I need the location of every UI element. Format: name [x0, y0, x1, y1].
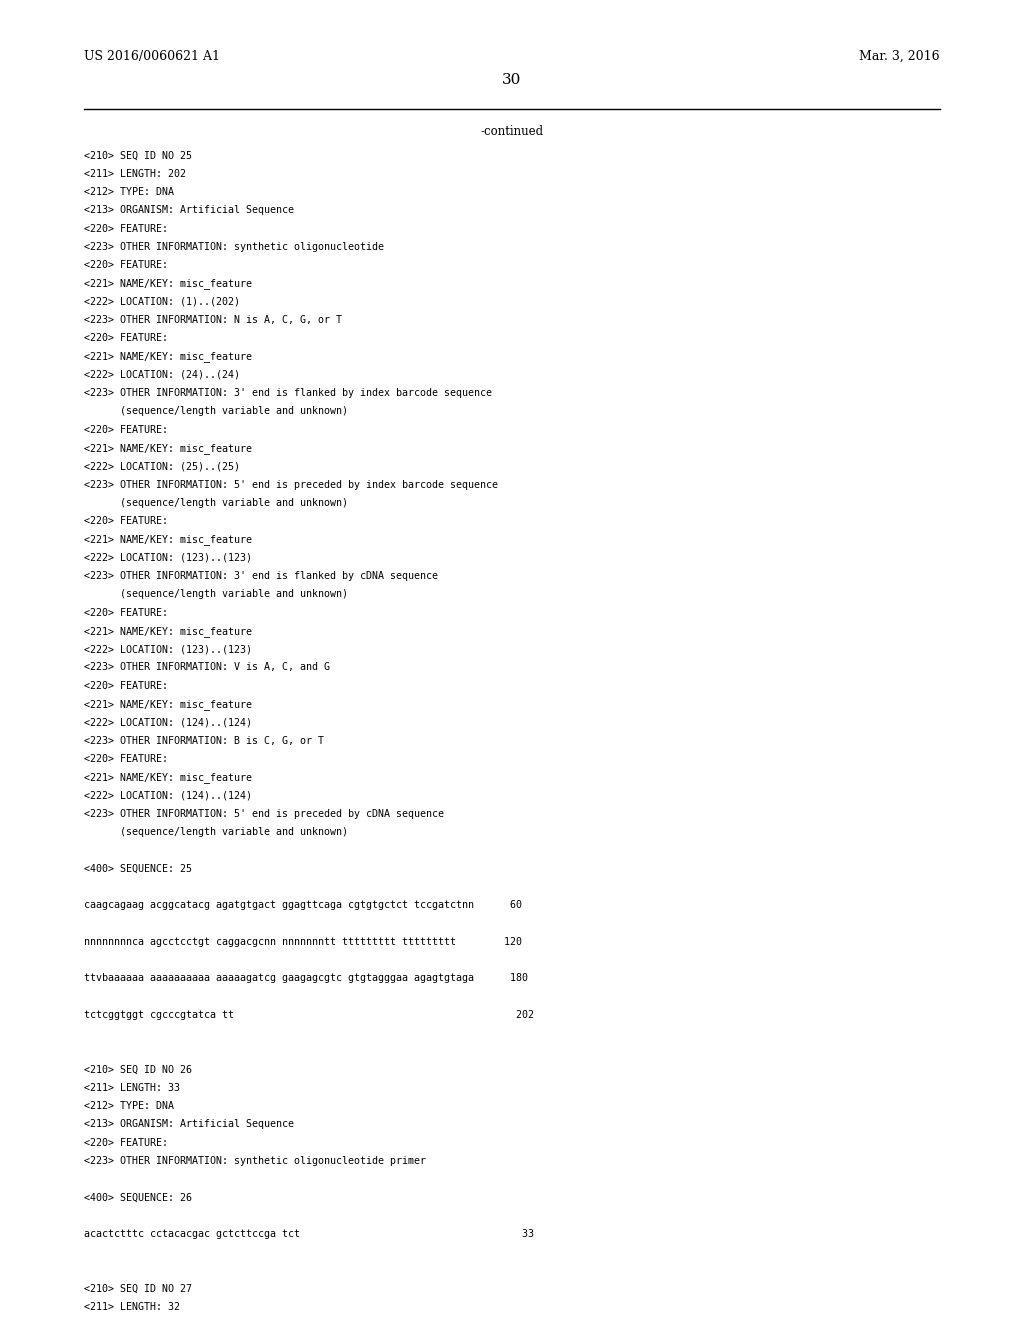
Text: (sequence/length variable and unknown): (sequence/length variable and unknown) — [84, 407, 348, 416]
Text: <220> FEATURE:: <220> FEATURE: — [84, 333, 168, 343]
Text: caagcagaag acggcatacg agatgtgact ggagttcaga cgtgtgctct tccgatctnn      60: caagcagaag acggcatacg agatgtgact ggagttc… — [84, 900, 522, 909]
Text: <222> LOCATION: (123)..(123): <222> LOCATION: (123)..(123) — [84, 553, 252, 562]
Text: <222> LOCATION: (123)..(123): <222> LOCATION: (123)..(123) — [84, 644, 252, 655]
Text: <213> ORGANISM: Artificial Sequence: <213> ORGANISM: Artificial Sequence — [84, 206, 294, 215]
Text: <223> OTHER INFORMATION: 3' end is flanked by cDNA sequence: <223> OTHER INFORMATION: 3' end is flank… — [84, 572, 438, 581]
Text: <211> LENGTH: 202: <211> LENGTH: 202 — [84, 169, 186, 178]
Text: <220> FEATURE:: <220> FEATURE: — [84, 754, 168, 764]
Text: <221> NAME/KEY: misc_feature: <221> NAME/KEY: misc_feature — [84, 626, 252, 636]
Text: (sequence/length variable and unknown): (sequence/length variable and unknown) — [84, 589, 348, 599]
Text: <222> LOCATION: (124)..(124): <222> LOCATION: (124)..(124) — [84, 717, 252, 727]
Text: <220> FEATURE:: <220> FEATURE: — [84, 607, 168, 618]
Text: <222> LOCATION: (24)..(24): <222> LOCATION: (24)..(24) — [84, 370, 240, 380]
Text: <220> FEATURE:: <220> FEATURE: — [84, 425, 168, 434]
Text: <223> OTHER INFORMATION: B is C, G, or T: <223> OTHER INFORMATION: B is C, G, or T — [84, 735, 324, 746]
Text: <220> FEATURE:: <220> FEATURE: — [84, 260, 168, 271]
Text: <222> LOCATION: (1)..(202): <222> LOCATION: (1)..(202) — [84, 297, 240, 306]
Text: <223> OTHER INFORMATION: V is A, C, and G: <223> OTHER INFORMATION: V is A, C, and … — [84, 663, 330, 672]
Text: <220> FEATURE:: <220> FEATURE: — [84, 223, 168, 234]
Text: <220> FEATURE:: <220> FEATURE: — [84, 681, 168, 690]
Text: US 2016/0060621 A1: US 2016/0060621 A1 — [84, 50, 220, 63]
Text: <210> SEQ ID NO 25: <210> SEQ ID NO 25 — [84, 150, 191, 161]
Text: <400> SEQUENCE: 26: <400> SEQUENCE: 26 — [84, 1192, 191, 1203]
Text: <223> OTHER INFORMATION: N is A, C, G, or T: <223> OTHER INFORMATION: N is A, C, G, o… — [84, 315, 342, 325]
Text: <221> NAME/KEY: misc_feature: <221> NAME/KEY: misc_feature — [84, 772, 252, 783]
Text: <223> OTHER INFORMATION: synthetic oligonucleotide primer: <223> OTHER INFORMATION: synthetic oligo… — [84, 1156, 426, 1166]
Text: tctcggtggt cgcccgtatca tt                                               202: tctcggtggt cgcccgtatca tt 202 — [84, 1010, 534, 1020]
Text: <221> NAME/KEY: misc_feature: <221> NAME/KEY: misc_feature — [84, 444, 252, 454]
Text: 30: 30 — [503, 73, 521, 87]
Text: Mar. 3, 2016: Mar. 3, 2016 — [859, 50, 940, 63]
Text: acactctttc cctacacgac gctcttccga tct                                     33: acactctttc cctacacgac gctcttccga tct 33 — [84, 1229, 534, 1239]
Text: <211> LENGTH: 32: <211> LENGTH: 32 — [84, 1303, 180, 1312]
Text: (sequence/length variable and unknown): (sequence/length variable and unknown) — [84, 498, 348, 508]
Text: <220> FEATURE:: <220> FEATURE: — [84, 516, 168, 527]
Text: (sequence/length variable and unknown): (sequence/length variable and unknown) — [84, 826, 348, 837]
Text: <222> LOCATION: (25)..(25): <222> LOCATION: (25)..(25) — [84, 461, 240, 471]
Text: <223> OTHER INFORMATION: 5' end is preceded by cDNA sequence: <223> OTHER INFORMATION: 5' end is prece… — [84, 809, 444, 818]
Text: <221> NAME/KEY: misc_feature: <221> NAME/KEY: misc_feature — [84, 700, 252, 710]
Text: <221> NAME/KEY: misc_feature: <221> NAME/KEY: misc_feature — [84, 351, 252, 363]
Text: -continued: -continued — [480, 125, 544, 139]
Text: <220> FEATURE:: <220> FEATURE: — [84, 1138, 168, 1147]
Text: <400> SEQUENCE: 25: <400> SEQUENCE: 25 — [84, 863, 191, 874]
Text: <222> LOCATION: (124)..(124): <222> LOCATION: (124)..(124) — [84, 791, 252, 800]
Text: <221> NAME/KEY: misc_feature: <221> NAME/KEY: misc_feature — [84, 535, 252, 545]
Text: <213> ORGANISM: Artificial Sequence: <213> ORGANISM: Artificial Sequence — [84, 1119, 294, 1130]
Text: <221> NAME/KEY: misc_feature: <221> NAME/KEY: misc_feature — [84, 279, 252, 289]
Text: <210> SEQ ID NO 27: <210> SEQ ID NO 27 — [84, 1284, 191, 1294]
Text: <223> OTHER INFORMATION: synthetic oligonucleotide: <223> OTHER INFORMATION: synthetic oligo… — [84, 242, 384, 252]
Text: nnnnnnnnca agcctcctgt caggacgcnn nnnnnnntt ttttttttt ttttttttt        120: nnnnnnnnca agcctcctgt caggacgcnn nnnnnnn… — [84, 937, 522, 946]
Text: <212> TYPE: DNA: <212> TYPE: DNA — [84, 187, 174, 197]
Text: <212> TYPE: DNA: <212> TYPE: DNA — [84, 1101, 174, 1111]
Text: <223> OTHER INFORMATION: 5' end is preceded by index barcode sequence: <223> OTHER INFORMATION: 5' end is prece… — [84, 479, 498, 490]
Text: <211> LENGTH: 33: <211> LENGTH: 33 — [84, 1082, 180, 1093]
Text: ttvbaaaaaa aaaaaaaaaa aaaaagatcg gaagagcgtc gtgtagggaa agagtgtaga      180: ttvbaaaaaa aaaaaaaaaa aaaaagatcg gaagagc… — [84, 973, 528, 983]
Text: <210> SEQ ID NO 26: <210> SEQ ID NO 26 — [84, 1064, 191, 1074]
Text: <223> OTHER INFORMATION: 3' end is flanked by index barcode sequence: <223> OTHER INFORMATION: 3' end is flank… — [84, 388, 492, 399]
